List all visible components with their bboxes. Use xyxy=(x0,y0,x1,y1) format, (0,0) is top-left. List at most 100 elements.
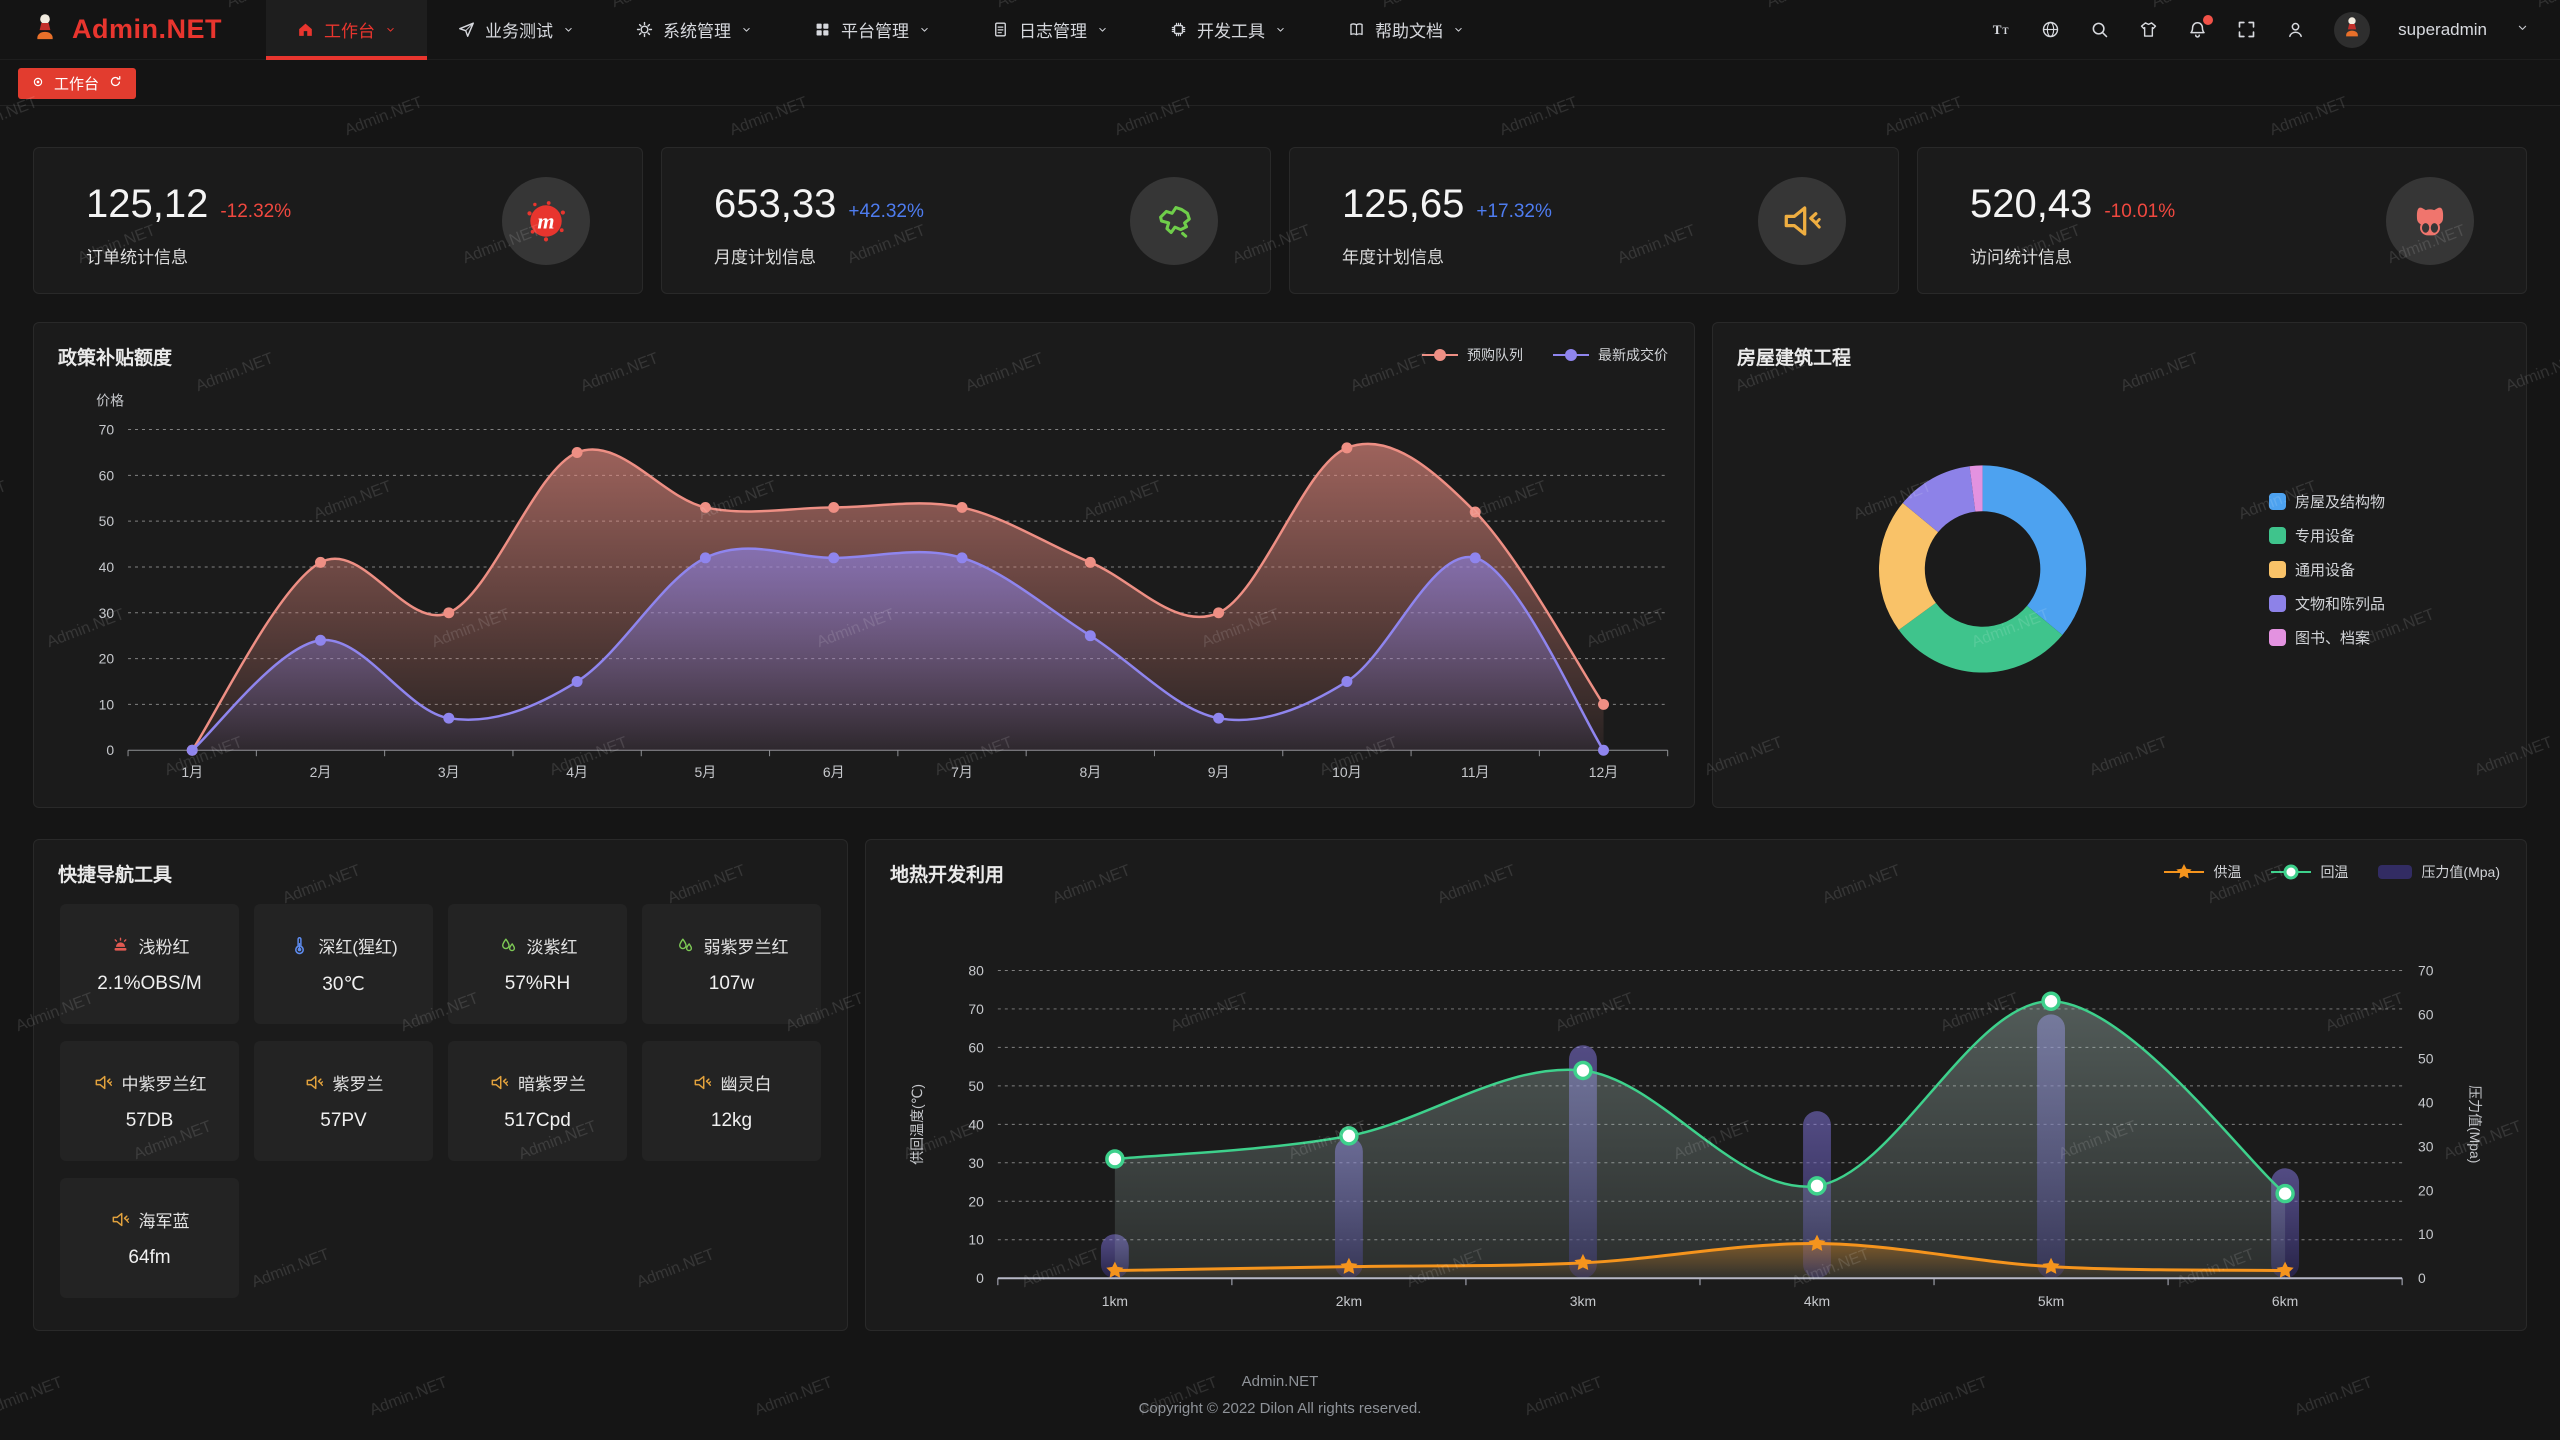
data-point[interactable] xyxy=(2042,1257,2060,1274)
data-point[interactable] xyxy=(315,634,326,646)
refresh-icon[interactable] xyxy=(108,74,123,93)
nav-item-workbench[interactable]: 工作台 xyxy=(266,0,427,60)
voice-icon xyxy=(491,1075,509,1090)
legend-item[interactable]: 专用设备 xyxy=(2269,525,2385,546)
quick-nav-button-4[interactable]: 中紫罗兰红 57DB xyxy=(60,1041,239,1161)
data-point[interactable] xyxy=(1084,630,1096,642)
user-icon xyxy=(2289,22,2303,38)
legend-item[interactable]: 最新成交价 xyxy=(1553,345,1668,365)
data-point[interactable] xyxy=(956,501,968,513)
stat-label: 访问统计信息 xyxy=(1970,248,2072,267)
quick-nav-name: 深红(猩红) xyxy=(318,937,398,957)
chevron-down-icon xyxy=(387,27,394,32)
quick-nav-button-3[interactable]: 弱紫罗兰红 107w xyxy=(642,904,821,1024)
legend-item[interactable]: 房屋及结构物 xyxy=(2269,491,2385,512)
language-button[interactable] xyxy=(2040,19,2061,40)
nav-item-platform-manage[interactable]: 平台管理 xyxy=(783,0,961,60)
footer-app-name: Admin.NET xyxy=(1241,1373,1319,1390)
nav-item-label: 工作台 xyxy=(324,22,375,41)
data-point[interactable] xyxy=(2276,1261,2294,1278)
legend-item[interactable]: 图书、档案 xyxy=(2269,627,2385,648)
legend-item[interactable]: 回温 xyxy=(2271,862,2348,882)
tab-workbench[interactable]: 工作台 xyxy=(18,68,137,99)
theme-button[interactable] xyxy=(2138,19,2159,40)
data-point[interactable] xyxy=(1469,552,1481,564)
data-point[interactable] xyxy=(1084,556,1096,568)
legend-label: 回温 xyxy=(2320,864,2349,880)
data-point[interactable] xyxy=(315,556,326,568)
quick-nav-button-5[interactable]: 紫罗兰 57PV xyxy=(254,1041,433,1161)
data-point[interactable] xyxy=(1106,1261,1124,1278)
donut-slice[interactable] xyxy=(1898,602,2063,673)
quick-nav-button-7[interactable]: 幽灵白 12kg xyxy=(642,1041,821,1161)
data-point[interactable] xyxy=(828,552,840,564)
data-point[interactable] xyxy=(1598,744,1610,756)
data-point[interactable] xyxy=(1807,1176,1827,1196)
stat-label: 订单统计信息 xyxy=(86,248,188,267)
data-point[interactable] xyxy=(699,501,711,513)
data-point[interactable] xyxy=(956,552,968,564)
svg-text:3月: 3月 xyxy=(438,764,460,780)
profile-button[interactable] xyxy=(2285,19,2306,40)
search-button[interactable] xyxy=(2089,19,2110,40)
stat-value: 125,12 xyxy=(86,182,209,226)
donut-slice[interactable] xyxy=(1969,465,1983,512)
donut-slice[interactable] xyxy=(1982,465,2087,636)
quick-nav-button-8[interactable]: 海军蓝 64fm xyxy=(60,1178,239,1298)
nav-item-system-manage[interactable]: 系统管理 xyxy=(605,0,783,60)
data-point[interactable] xyxy=(1573,1060,1593,1081)
svg-text:4月: 4月 xyxy=(566,764,588,780)
nav-item-dev-tools[interactable]: 开发工具 xyxy=(1139,0,1317,60)
data-point[interactable] xyxy=(828,501,840,513)
data-point[interactable] xyxy=(2275,1183,2295,1204)
donut-slice[interactable] xyxy=(1902,466,1976,533)
legend-item[interactable]: 供温 xyxy=(2164,862,2241,882)
username[interactable]: superadmin xyxy=(2398,19,2487,39)
avatar[interactable] xyxy=(2334,11,2371,48)
data-point[interactable] xyxy=(1213,607,1225,619)
fullscreen-button[interactable] xyxy=(2236,19,2257,40)
chevron-down-icon[interactable] xyxy=(2515,20,2530,40)
data-point[interactable] xyxy=(1340,1257,1358,1274)
alarm-icon xyxy=(114,937,126,951)
quick-nav-button-2[interactable]: 淡紫红 57%RH xyxy=(448,904,627,1024)
nav-item-business-test[interactable]: 业务测试 xyxy=(427,0,605,60)
quick-nav-button-6[interactable]: 暗紫罗兰 517Cpd xyxy=(448,1041,627,1161)
data-point[interactable] xyxy=(1341,442,1353,454)
legend-item[interactable]: 文物和陈列品 xyxy=(2269,593,2385,614)
data-point[interactable] xyxy=(1213,712,1225,724)
data-point[interactable] xyxy=(1574,1253,1592,1271)
quick-nav-name: 海军蓝 xyxy=(138,1212,190,1231)
data-point[interactable] xyxy=(2041,991,2061,1011)
data-point[interactable] xyxy=(1598,698,1610,710)
data-point[interactable] xyxy=(1339,1126,1359,1146)
quick-nav-button-1[interactable]: 深红(猩红) 30℃ xyxy=(254,904,433,1024)
legend-item[interactable]: 预购队列 xyxy=(1422,345,1523,365)
stat-icon-circle: m xyxy=(502,176,590,265)
policy-area-chart: 0 10 20 30 40 50 60 70 价格 1月 2月 3月 4月 5月 6月 7月 8月 9月 10月 11… xyxy=(96,393,1669,780)
data-point[interactable] xyxy=(1808,1234,1826,1251)
data-point[interactable] xyxy=(1105,1149,1125,1169)
data-point[interactable] xyxy=(1341,676,1353,687)
data-point[interactable] xyxy=(443,607,455,619)
data-point[interactable] xyxy=(699,552,711,564)
nav-item-log-manage[interactable]: 日志管理 xyxy=(961,0,1139,60)
data-point[interactable] xyxy=(571,446,583,458)
data-point[interactable] xyxy=(1469,506,1481,518)
app-logo[interactable]: Admin.NET xyxy=(0,10,266,49)
data-point[interactable] xyxy=(186,744,198,756)
svg-text:70: 70 xyxy=(968,1001,984,1017)
data-point[interactable] xyxy=(571,676,583,687)
donut-slice[interactable] xyxy=(1878,502,1939,630)
legend-item[interactable]: 压力值(Mpa) xyxy=(2378,862,2500,882)
notifications-button[interactable] xyxy=(2187,15,2214,40)
svg-text:7月: 7月 xyxy=(951,764,973,780)
quick-nav-button-0[interactable]: 浅粉红 2.1%OBS/M xyxy=(60,904,239,1024)
data-point[interactable] xyxy=(443,712,455,724)
legend-item[interactable]: 通用设备 xyxy=(2269,559,2385,580)
stat-delta: -12.32% xyxy=(220,201,292,222)
nav-item-help-docs[interactable]: 帮助文档 xyxy=(1317,0,1495,60)
